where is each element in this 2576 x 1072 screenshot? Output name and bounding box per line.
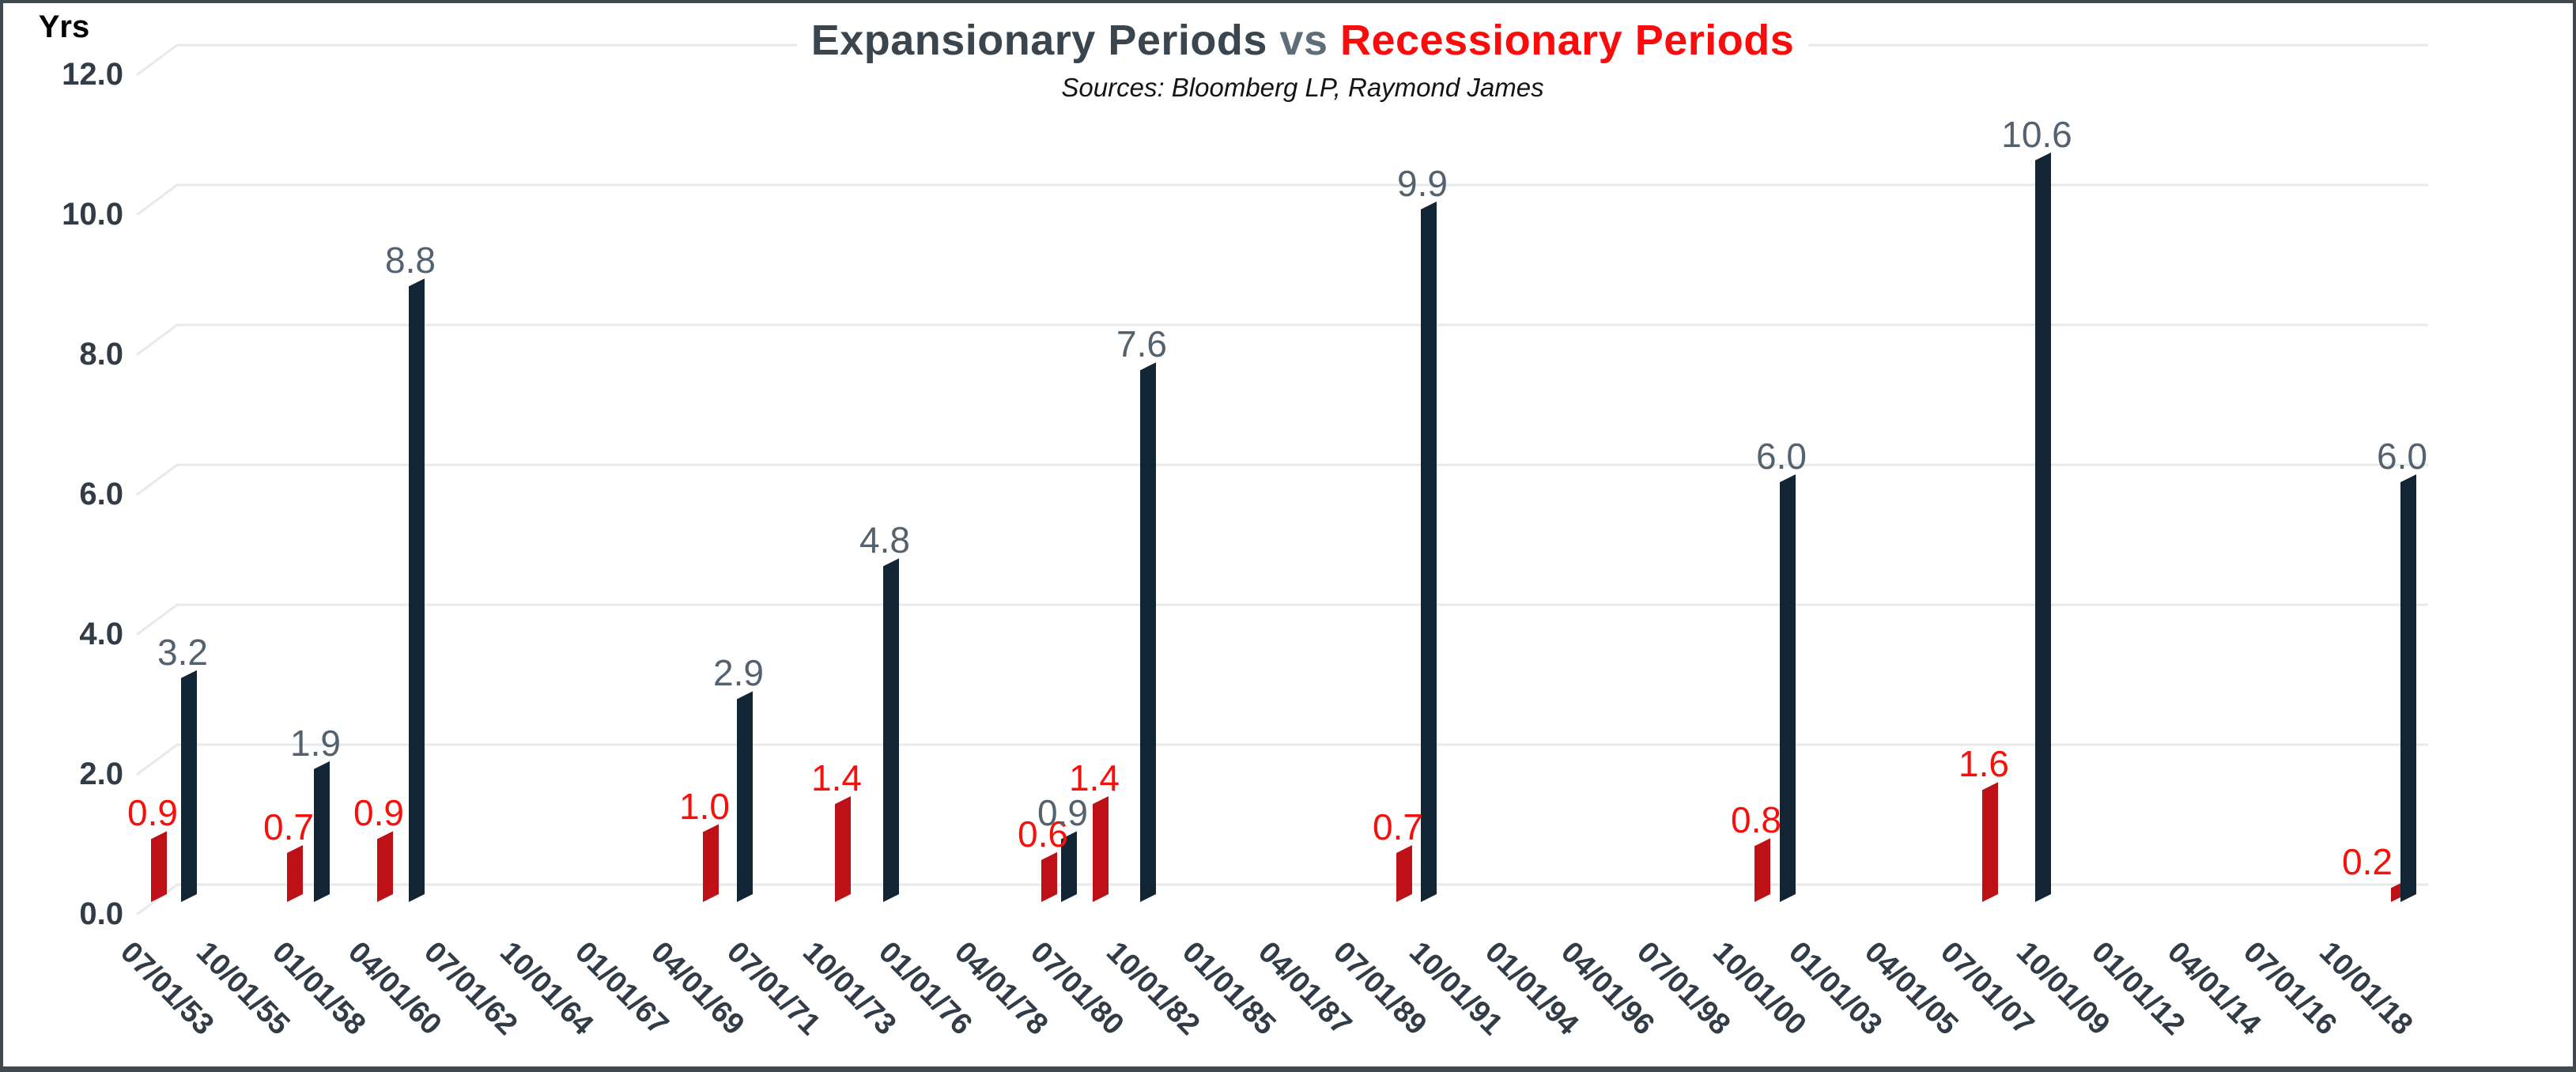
bar-recession (835, 796, 851, 902)
bar-recession (1041, 851, 1057, 902)
gridline (136, 463, 2428, 496)
bar-recession (377, 831, 393, 902)
value-label-recession: 0.9 (353, 792, 404, 834)
value-label-expansion: 7.6 (1116, 323, 1167, 365)
value-label-recession: 0.6 (1018, 813, 1068, 855)
value-label-recession: 0.2 (2342, 841, 2393, 883)
bar-recession (287, 845, 303, 902)
gridline (136, 603, 2428, 636)
gridline (136, 883, 2428, 915)
bar-recession (1982, 782, 1998, 902)
bar-expansion (737, 691, 753, 902)
plot-svg (136, 43, 2428, 915)
value-label-recession: 1.0 (679, 785, 730, 827)
y-tick-label: 2.0 (79, 757, 123, 791)
value-label-expansion: 9.9 (1397, 162, 1448, 204)
gridline (136, 183, 2428, 216)
value-label-expansion: 3.2 (157, 631, 208, 673)
gridline (136, 743, 2428, 776)
y-tick-label: 8.0 (79, 337, 123, 372)
chart-subtitle: Sources: Bloomberg LP, Raymond James (1061, 73, 1544, 102)
title-expansionary: Expansionary Periods (810, 17, 1267, 64)
value-label-recession: 0.8 (1731, 799, 1781, 841)
bar-expansion (314, 761, 330, 902)
value-label-expansion: 6.0 (2377, 436, 2427, 477)
bar-recession (151, 831, 167, 902)
gridline (136, 323, 2428, 356)
bar-expansion (2400, 474, 2416, 902)
bar-expansion (1061, 831, 1077, 902)
bar-expansion (181, 670, 197, 902)
value-label-expansion: 4.8 (859, 519, 910, 561)
value-label-recession: 1.4 (811, 757, 862, 799)
bar-recession (1754, 838, 1770, 902)
value-label-expansion: 2.9 (713, 652, 764, 694)
y-tick-label: 0.0 (79, 896, 123, 931)
y-tick-label: 10.0 (62, 197, 123, 232)
value-label-recession: 1.4 (1069, 757, 1120, 799)
value-label-expansion: 1.9 (290, 722, 341, 764)
bar-expansion (409, 278, 425, 902)
y-axis-unit-label: Yrs (38, 9, 90, 44)
y-tick-label: 6.0 (79, 477, 123, 511)
bar-expansion (883, 558, 899, 902)
bar-recession (703, 824, 719, 902)
value-label-expansion: 8.8 (385, 240, 436, 281)
value-label-recession: 0.7 (263, 806, 314, 848)
value-label-expansion: 10.6 (2001, 113, 2072, 155)
bar-expansion (1780, 474, 1796, 902)
value-label-recession: 0.9 (127, 792, 178, 834)
bar-expansion (2035, 152, 2051, 902)
bar-expansion (1421, 201, 1437, 903)
value-label-recession: 1.6 (1958, 743, 2009, 785)
bar-recession (1396, 845, 1412, 902)
value-label-expansion: 0.9 (1037, 792, 1088, 834)
y-tick-label: 4.0 (79, 617, 123, 651)
bar-expansion (1140, 362, 1156, 902)
title-vs: vs (1267, 17, 1340, 64)
value-label-recession: 0.7 (1373, 806, 1423, 848)
chart-title: Expansionary Periods vs Recessionary Per… (177, 16, 2428, 65)
y-tick-label: 12.0 (62, 57, 123, 92)
bar-recession (1093, 796, 1109, 902)
title-recessionary: Recessionary Periods (1340, 17, 1795, 64)
value-label-expansion: 6.0 (1756, 436, 1807, 477)
